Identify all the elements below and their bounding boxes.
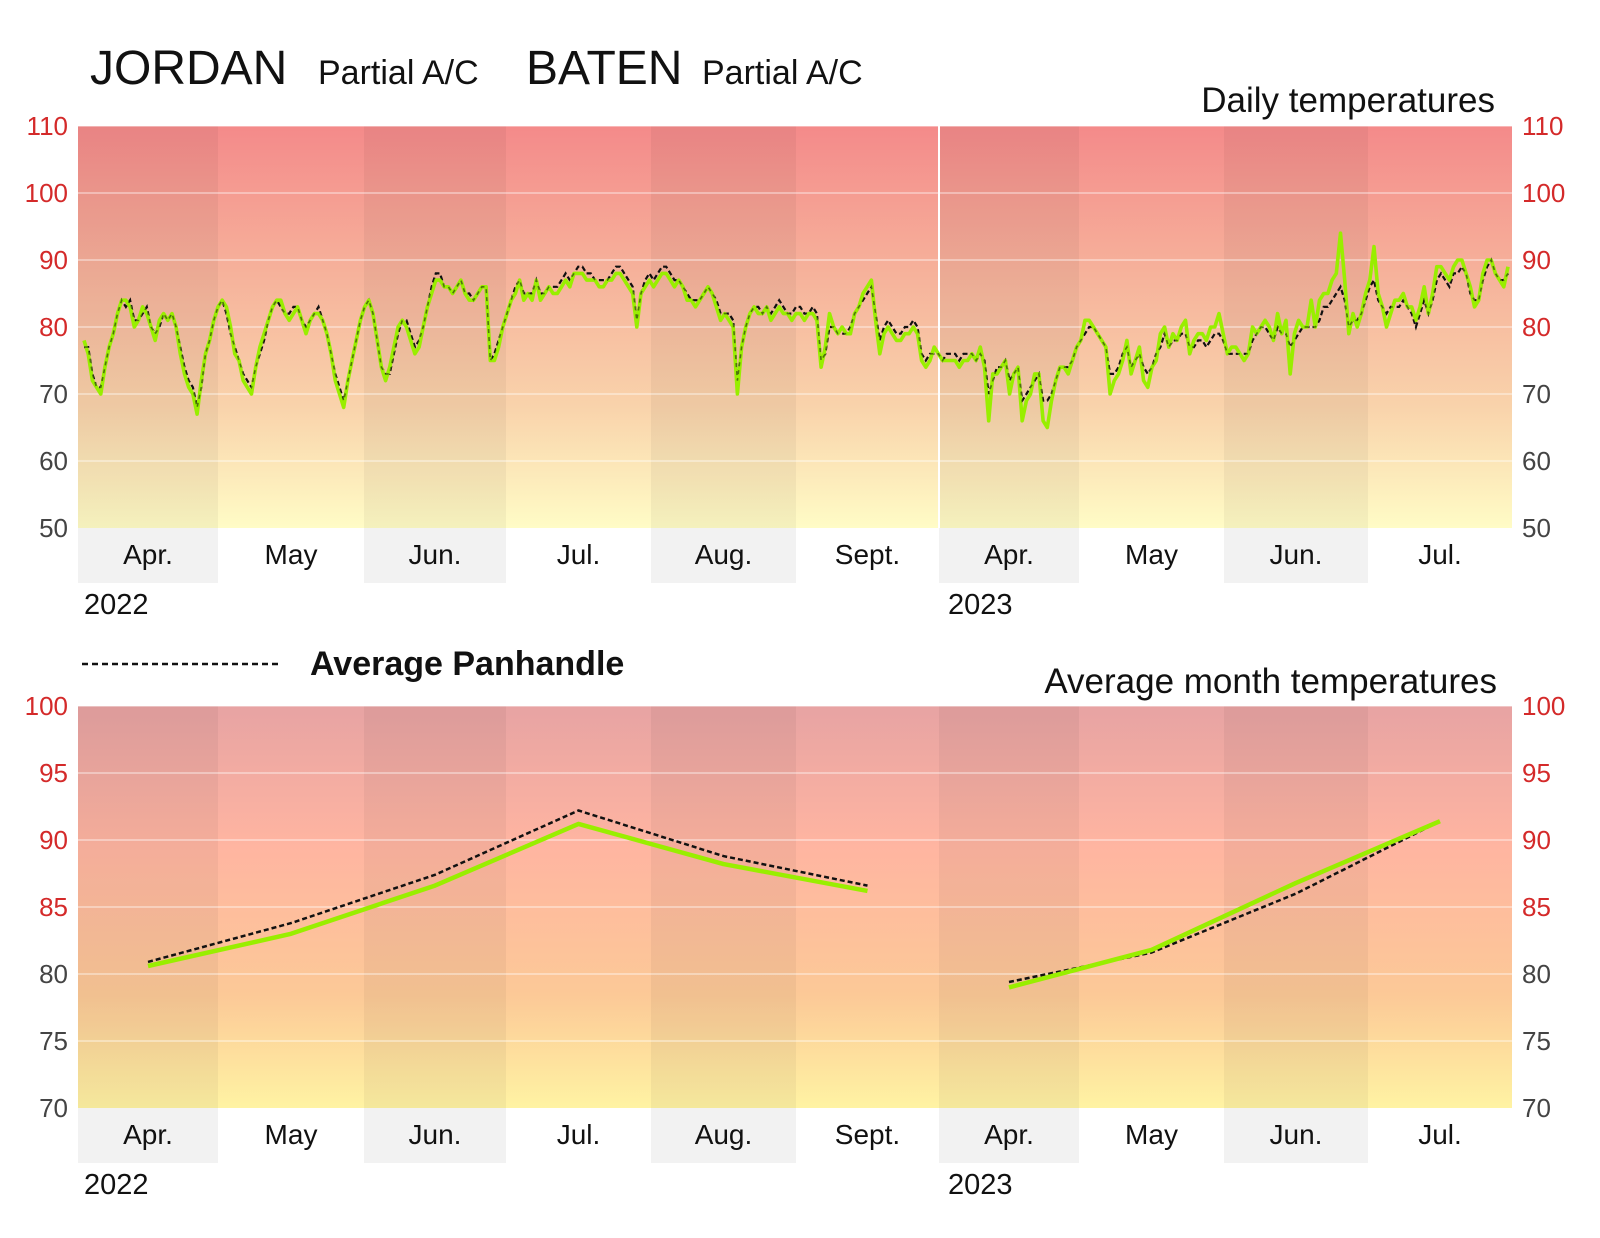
- month-label: Aug.: [695, 1119, 753, 1150]
- y-tick-label-left: 85: [39, 892, 68, 922]
- daily-chart-title: Daily temperatures: [1201, 81, 1495, 120]
- series-line-school: [147, 821, 868, 969]
- y-tick-label-left: 90: [39, 245, 68, 275]
- year-label: 2022: [84, 1169, 149, 1201]
- month-label: Aug.: [695, 539, 753, 570]
- year-label: 2023: [948, 589, 1013, 621]
- school-1-ac: Partial A/C: [318, 54, 479, 92]
- daily-temperature-panel: 50 50 60 60 70 70 80 80 90 90 100 100 110 110 Apr. May J…: [25, 111, 1566, 621]
- month-label: Jun.: [409, 539, 462, 570]
- month-label: Jun.: [1270, 539, 1323, 570]
- series-line-school: [1008, 819, 1441, 990]
- y-tick-label-left: 60: [39, 446, 68, 476]
- y-tick-label-left: 80: [39, 312, 68, 342]
- month-label: May: [1125, 1119, 1178, 1150]
- y-tick-label-left: 50: [39, 513, 68, 543]
- month-label-band: [939, 528, 1079, 583]
- y-tick-label-left: 100: [25, 178, 68, 208]
- y-tick-label-left: 70: [39, 379, 68, 409]
- y-tick-label-right: 70: [1522, 1093, 1551, 1123]
- monthly-chart-title: Average month temperatures: [1044, 662, 1497, 701]
- series-line-school: [82, 231, 1510, 430]
- y-tick-label-right: 100: [1522, 691, 1565, 721]
- month-label-band: [651, 528, 796, 583]
- y-tick-label-left: 90: [39, 825, 68, 855]
- y-tick-label-right: 90: [1522, 245, 1551, 275]
- month-label: Sept.: [835, 539, 900, 570]
- school-2-ac: Partial A/C: [702, 54, 863, 92]
- y-tick-label-right: 80: [1522, 959, 1551, 989]
- y-tick-label-right: 90: [1522, 825, 1551, 855]
- school-1-name: JORDAN: [90, 42, 287, 95]
- month-label: Apr.: [123, 1119, 173, 1150]
- y-tick-label-right: 75: [1522, 1026, 1551, 1056]
- month-label: Sept.: [835, 1119, 900, 1150]
- month-label-band: [364, 528, 506, 583]
- month-label: Apr.: [984, 539, 1034, 570]
- month-label: May: [1125, 539, 1178, 570]
- month-label: Apr.: [984, 1119, 1034, 1150]
- month-label-band: [364, 1108, 506, 1163]
- month-label: Jul.: [1418, 539, 1462, 570]
- month-label: Jun.: [409, 1119, 462, 1150]
- month-label-band: [78, 1108, 218, 1163]
- month-label: Apr.: [123, 539, 173, 570]
- y-tick-label-right: 60: [1522, 446, 1551, 476]
- y-tick-label-right: 95: [1522, 758, 1551, 788]
- y-tick-label-right: 70: [1522, 379, 1551, 409]
- month-label: Jul.: [557, 539, 601, 570]
- month-label-band: [78, 528, 218, 583]
- y-tick-label-left: 95: [39, 758, 68, 788]
- y-tick-label-left: 100: [25, 691, 68, 721]
- series-line-average-panhandle: [147, 809, 868, 964]
- y-tick-label-right: 80: [1522, 312, 1551, 342]
- y-tick-label-left: 75: [39, 1026, 68, 1056]
- month-label-band: [939, 1108, 1079, 1163]
- y-tick-label-left: 70: [39, 1093, 68, 1123]
- month-label: May: [265, 539, 318, 570]
- legend-label: Average Panhandle: [310, 645, 624, 683]
- month-label-band: [1224, 1108, 1368, 1163]
- month-label: Jun.: [1270, 1119, 1323, 1150]
- month-label-band: [1224, 528, 1368, 583]
- y-tick-label-right: 110: [1522, 111, 1563, 141]
- y-tick-label-right: 100: [1522, 178, 1565, 208]
- y-tick-label-left: 110: [27, 111, 68, 141]
- month-label-band: [651, 1108, 796, 1163]
- year-label: 2022: [84, 589, 149, 621]
- month-label: Jul.: [557, 1119, 601, 1150]
- y-tick-label-right: 85: [1522, 892, 1551, 922]
- series-line-average-panhandle-overlay: [84, 258, 1509, 408]
- school-2-name: BATEN: [526, 42, 682, 95]
- month-label: Jul.: [1418, 1119, 1462, 1150]
- year-label: 2023: [948, 1169, 1013, 1201]
- y-tick-label-right: 50: [1522, 513, 1551, 543]
- monthly-temperature-panel: 70 70 75 75 80 80 85 85 90 90 95 95 100 100 Apr. May Jun…: [25, 691, 1566, 1201]
- y-tick-label-left: 80: [39, 959, 68, 989]
- month-label: May: [265, 1119, 318, 1150]
